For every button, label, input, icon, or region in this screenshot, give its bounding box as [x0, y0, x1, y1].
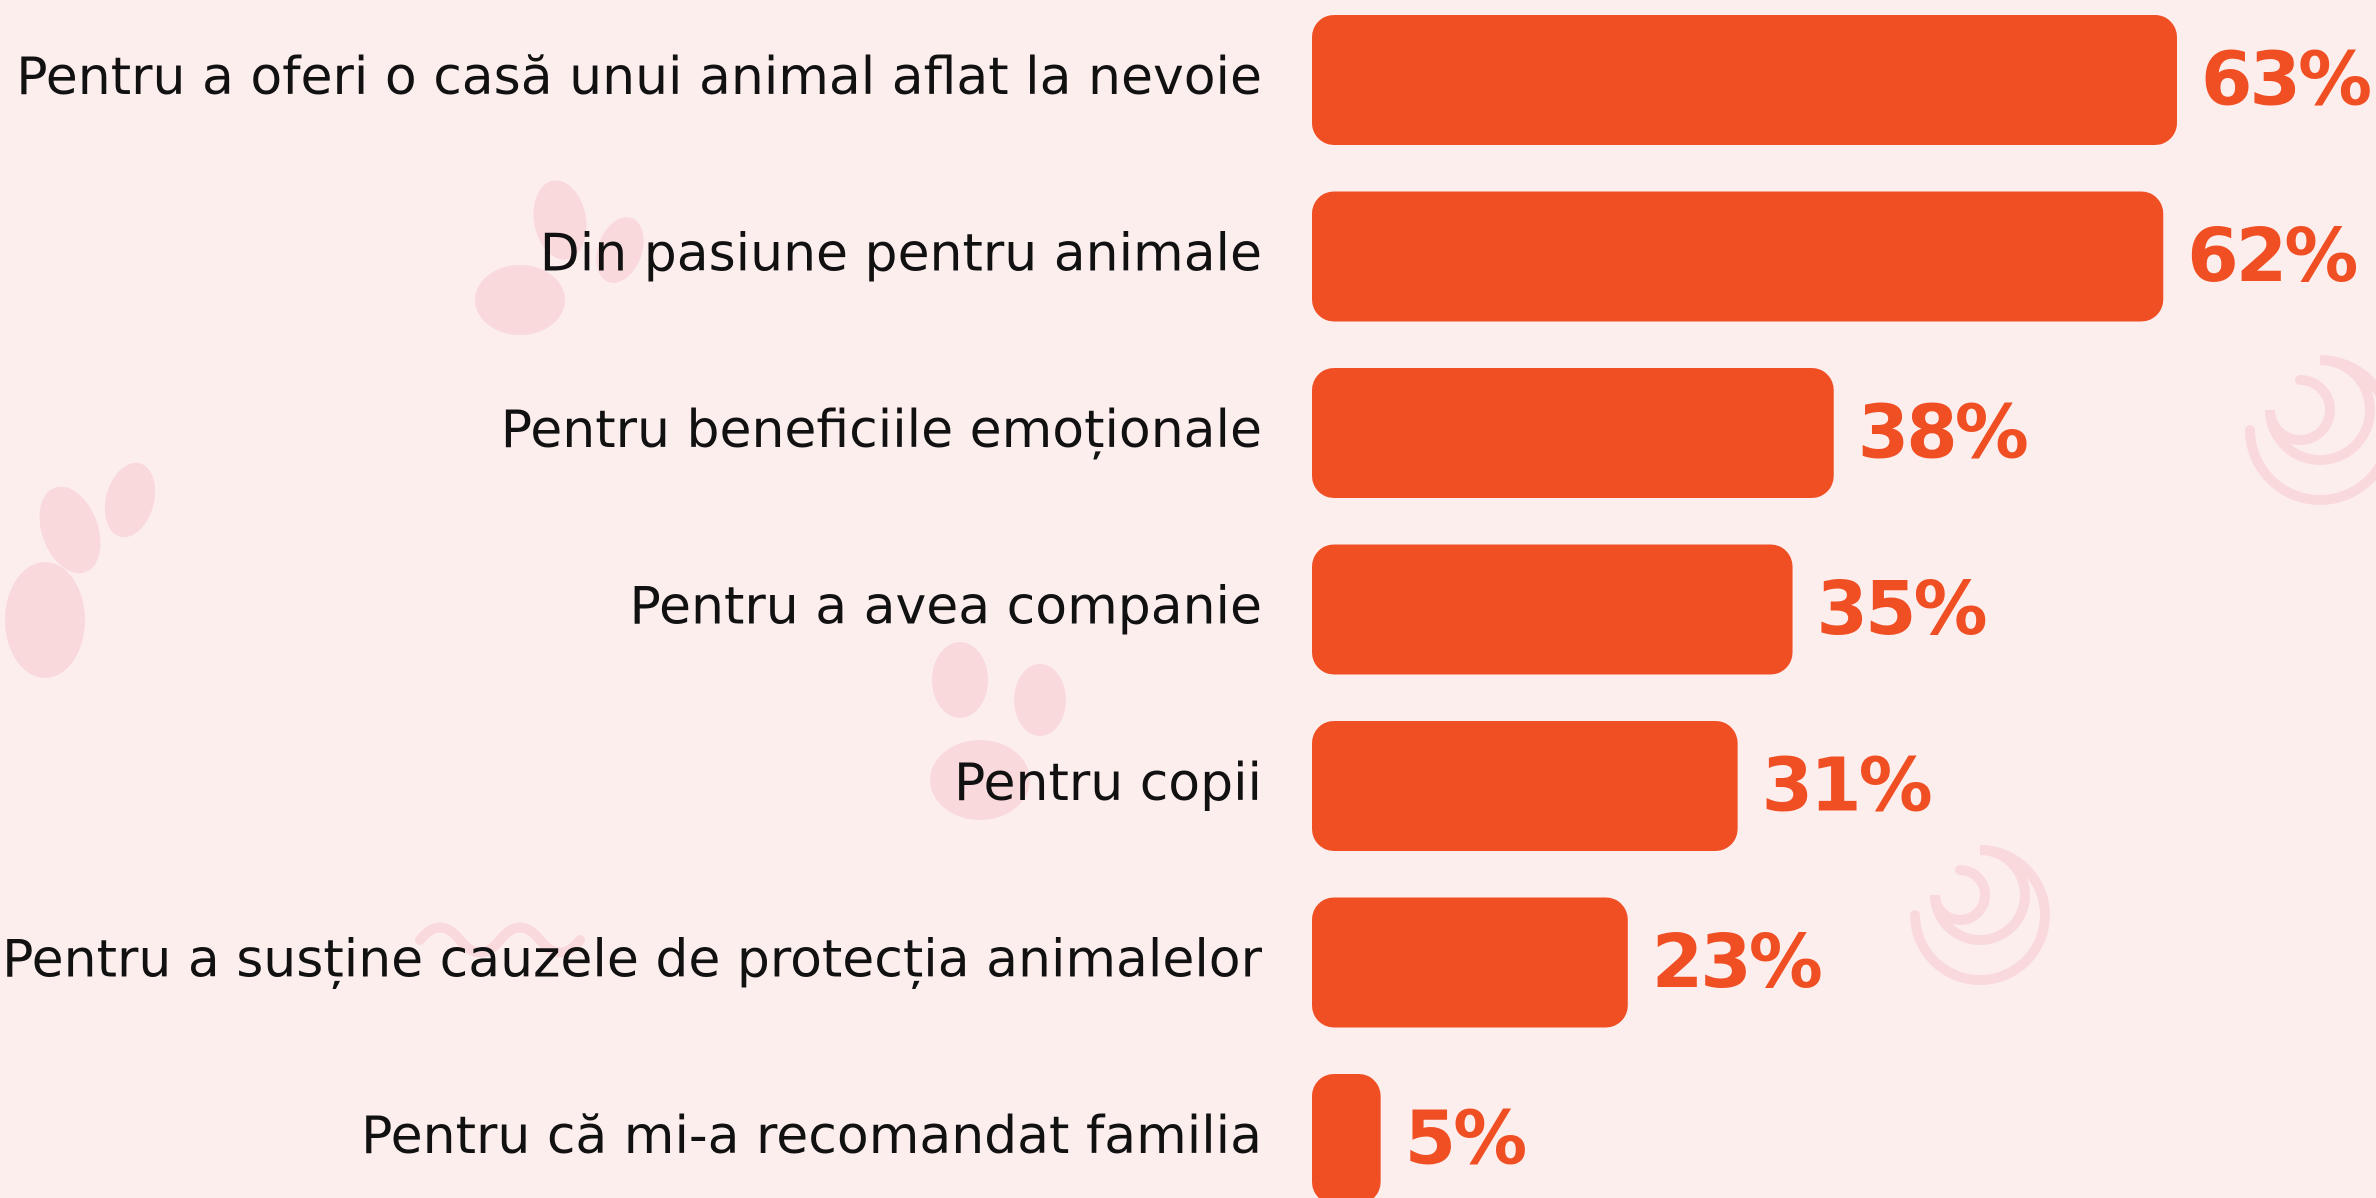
bar	[1312, 191, 2164, 322]
value-label: 38%	[1858, 390, 2027, 476]
value-label: 31%	[1762, 743, 1931, 829]
bar	[1312, 15, 2177, 145]
value-label: 62%	[2187, 213, 2356, 299]
value-label: 63%	[2201, 37, 2370, 123]
category-label: Pentru copii	[954, 753, 1262, 813]
category-label: Pentru beneficiile emoționale	[501, 400, 1262, 460]
bar	[1312, 721, 1738, 851]
category-label: Pentru a avea companie	[630, 577, 1262, 637]
category-label: Pentru a susține cauzele de protecția an…	[2, 930, 1263, 990]
bar	[1312, 368, 1834, 498]
value-label: 5%	[1405, 1096, 1525, 1182]
category-label: Din pasiune pentru animale	[540, 224, 1262, 284]
bar	[1312, 1074, 1381, 1198]
background-decoration	[5, 180, 2376, 985]
category-label: Pentru că mi-a recomandat familia	[361, 1106, 1262, 1166]
category-label: Pentru a oferi o casă unui animal aflat …	[16, 47, 1262, 107]
bar	[1312, 897, 1628, 1028]
value-label: 35%	[1817, 566, 1986, 652]
bar	[1312, 544, 1793, 675]
value-label: 23%	[1652, 919, 1821, 1005]
